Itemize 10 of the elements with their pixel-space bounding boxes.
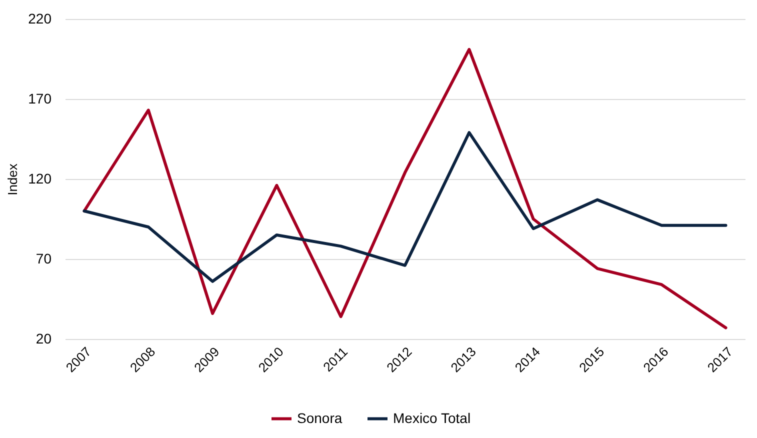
y-tick-label: 220 [28, 10, 52, 26]
legend-label: Sonora [297, 410, 342, 426]
y-tick-label: 70 [36, 250, 52, 266]
line-series [82, 131, 728, 283]
line-series [82, 48, 728, 330]
y-tick-label: 170 [28, 90, 52, 106]
y-axis-title: Index [5, 163, 20, 196]
legend-label: Mexico Total [393, 410, 471, 426]
y-tick-label: 120 [28, 170, 52, 186]
y-tick-label: 20 [36, 330, 52, 346]
